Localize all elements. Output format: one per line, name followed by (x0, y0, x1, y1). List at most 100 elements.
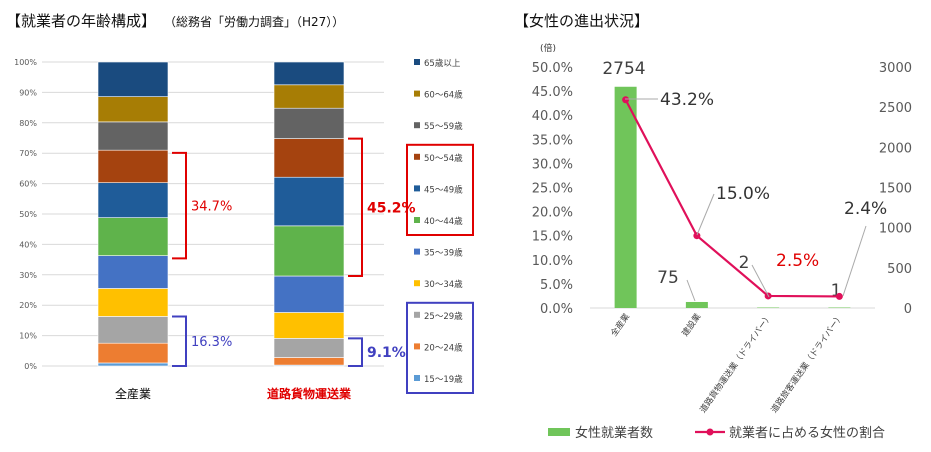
bracket-label: 34.7% (191, 200, 232, 215)
right-title-text: 【女性の進出状況】 (514, 12, 650, 30)
bar-segment (97, 316, 169, 344)
legend-swatch (414, 90, 420, 97)
y-tick-label: 100% (14, 58, 37, 67)
legend-label: 65歳以上 (424, 58, 461, 69)
bar-segment (273, 61, 345, 86)
bar-segment (97, 217, 169, 256)
bracket (172, 315, 187, 367)
legend-label: 60～64歳 (424, 90, 463, 101)
bracket-label: 45.2% (367, 200, 416, 216)
bar-segment (97, 121, 169, 151)
y-tick-label: 0% (24, 362, 37, 371)
left-axis-tick: 45.0% (532, 85, 573, 100)
left-axis-tick: 20.0% (532, 206, 573, 221)
female-share-point (622, 96, 630, 104)
legend-label: 40～44歳 (424, 216, 463, 227)
bracket (348, 137, 363, 278)
left-axis-tick: 10.0% (532, 254, 573, 269)
bracket-label: 9.1% (367, 345, 406, 361)
bar-segment (273, 176, 345, 227)
y-tick-label: 70% (19, 149, 37, 158)
legend-label: 15～19歳 (424, 374, 463, 385)
legend-label: 45～49歳 (424, 184, 463, 195)
category-label: 建設業 (680, 311, 704, 339)
left-axis-tick: 15.0% (532, 230, 573, 245)
right-axis-tick: 500 (887, 262, 912, 277)
bar-segment (97, 182, 169, 218)
y-tick-label: 30% (19, 271, 37, 280)
female-share-line (624, 99, 840, 298)
y-tick-label: 90% (19, 88, 37, 97)
bar-segment (97, 149, 169, 183)
right-axis-tick: 3000 (879, 61, 912, 76)
line-value-label: 2.5% (776, 251, 819, 271)
legend-label: 55～59歳 (424, 121, 463, 132)
left-chart-title: 【就業者の年齢構成】 （総務省「労働力調査」（H27）） (6, 10, 344, 31)
right-chart-title: 【女性の進出状況】 (514, 10, 649, 31)
bar-value-label: 75 (657, 268, 679, 288)
legend-swatch (414, 311, 420, 318)
right-axis-tick: 1000 (879, 222, 912, 237)
line-label-leader (696, 193, 715, 236)
legend-swatch (414, 153, 420, 160)
female-workers-bar (757, 307, 780, 308)
category-label: 全産業 (115, 386, 151, 401)
bar-segment (273, 107, 345, 139)
bar-value-label: 2754 (602, 59, 645, 79)
bar-value-label: 1 (831, 281, 842, 301)
bracket-label: 16.3% (191, 335, 232, 350)
right-axis-tick: 1500 (879, 182, 912, 197)
legend-label: 女性就業者数 (575, 425, 653, 441)
category-label: 道路貨物運送業 (267, 386, 352, 401)
legend-swatch (414, 217, 420, 223)
legend-label: 就業者に占める女性の割合 (729, 425, 885, 441)
bracket (172, 151, 187, 260)
legend-label: 20～24歳 (424, 342, 463, 353)
bar-segment (273, 138, 345, 178)
y-tick-label: 20% (19, 301, 37, 310)
y-tick-label: 80% (19, 119, 37, 128)
y-tick-label: 50% (19, 210, 37, 219)
female-share-point (693, 232, 701, 240)
right-axis-tick: 2500 (879, 101, 912, 116)
left-axis-tick: 40.0% (532, 109, 573, 124)
legend-label: 35～39歳 (424, 248, 463, 259)
category-label: 道路旅客運送業（ドライバー） (769, 311, 846, 415)
line-value-label: 15.0% (716, 184, 770, 204)
y-tick-label: 40% (19, 240, 37, 249)
left-axis-tick: 35.0% (532, 133, 573, 148)
line-label-leader (751, 264, 770, 298)
legend-swatch (414, 122, 420, 129)
age-composition-chart: 0% 10% 20% 30% 40% 50% 60% 70% 80% 90% 100% 全産業 道路貨物… (14, 58, 474, 401)
category-label: 全産業 (608, 311, 632, 339)
legend-highlight-box (406, 143, 474, 236)
axis-unit-label: (倍) (540, 42, 556, 54)
bar-label-leader (686, 279, 696, 302)
legend-swatch (414, 280, 420, 287)
legend-label: 25～29歳 (424, 311, 463, 322)
left-axis-tick: 5.0% (540, 278, 573, 293)
bar-segment (273, 225, 345, 277)
bar-value-label: 2 (739, 253, 750, 273)
line-value-label: 43.2% (660, 90, 714, 110)
female-workers-bar (828, 307, 851, 308)
left-axis-tick: 25.0% (532, 182, 573, 197)
line-value-label: 2.4% (844, 199, 887, 219)
y-tick-label: 60% (19, 180, 37, 189)
bar-segment (273, 275, 345, 313)
female-share-point (835, 292, 843, 300)
bar-segment (273, 312, 345, 339)
left-subtitle-text: （総務省「労働力調査」（H27）） (170, 15, 345, 29)
legend-swatch (414, 248, 420, 255)
left-axis-tick: 0.0% (540, 302, 573, 317)
left-title-text: 【就業者の年齢構成】 (6, 12, 157, 30)
bar-segment (97, 96, 169, 123)
y-tick-label: 10% (19, 332, 37, 341)
right-axis-tick: 0 (904, 302, 912, 317)
legend-swatch-point (706, 428, 714, 436)
bar-segment (97, 255, 169, 289)
legend-swatch (414, 59, 420, 65)
legend-label: 50～54歳 (424, 153, 463, 164)
left-axis-tick: 50.0% (532, 61, 573, 76)
